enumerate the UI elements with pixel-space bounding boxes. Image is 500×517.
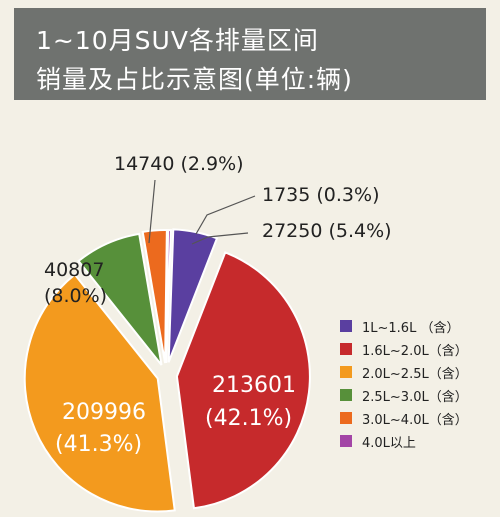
label-1.6L-2.0L-pct: (42.1%) <box>205 406 292 431</box>
label-4.0L-plus: 1735 (0.3%) <box>262 184 380 206</box>
label-2.5L-3.0L-value: 40807 <box>44 259 104 281</box>
slice-labels: 14740 (2.9%) 1735 (0.3%) 27250 (5.4%) 40… <box>44 153 392 457</box>
label-1L-1.6L: 27250 (5.4%) <box>262 220 392 242</box>
pie-slices <box>23 228 311 513</box>
slice-4.0L-plus <box>165 229 172 364</box>
legend-item: 3.0L~4.0L（含） <box>340 407 490 429</box>
legend-swatch <box>340 366 352 378</box>
legend-label: 4.0L以上 <box>362 435 416 451</box>
leader-lines <box>148 179 256 245</box>
legend-swatch <box>340 389 352 401</box>
leader-line-3.0L-4.0L <box>148 179 156 244</box>
slice-1L-1.6L <box>167 228 219 363</box>
legend-item: 1L~1.6L （含） <box>340 315 490 337</box>
legend-label: 2.0L~2.5L（含） <box>362 366 468 382</box>
legend-label: 3.0L~4.0L（含） <box>362 412 468 428</box>
label-2.0L-2.5L-value: 209996 <box>62 400 146 425</box>
legend-label: 1.6L~2.0L（含） <box>362 343 468 359</box>
legend-item: 2.0L~2.5L（含） <box>340 361 490 383</box>
legend-swatch <box>340 343 352 355</box>
slice-1.6L-2.0L <box>175 251 311 510</box>
slice-2.5L-3.0L <box>77 232 163 366</box>
label-3.0L-4.0L: 14740 (2.9%) <box>114 153 244 175</box>
legend-item: 4.0L以上 <box>340 430 490 452</box>
label-2.0L-2.5L-pct: (41.3%) <box>55 432 142 457</box>
legend-item: 1.6L~2.0L（含） <box>340 338 490 360</box>
legend-swatch <box>340 435 352 447</box>
legend-label: 2.5L~3.0L（含） <box>362 389 468 405</box>
slice-3.0L-4.0L <box>141 229 168 364</box>
legend-swatch <box>340 412 352 424</box>
chart-title-line-1: 1~10月SUV各排量区间 <box>36 26 319 55</box>
legend-swatch <box>340 320 352 332</box>
leader-line-4.0L-plus <box>195 195 256 235</box>
legend-label: 1L~1.6L （含） <box>362 320 460 336</box>
label-1.6L-2.0L-value: 213601 <box>212 373 296 398</box>
slice-2.0L-2.5L <box>23 273 176 513</box>
legend: 1L~1.6L （含） 1.6L~2.0L（含） 2.0L~2.5L（含） 2.… <box>340 315 490 453</box>
chart-title-line-2: 销量及占比示意图(单位:辆) <box>36 65 353 94</box>
label-2.5L-3.0L-pct: (8.0%) <box>44 285 107 307</box>
title-band: 1~10月SUV各排量区间 销量及占比示意图(单位:辆) <box>14 8 486 100</box>
leader-line-1L-1.6L <box>191 232 249 245</box>
legend-item: 2.5L~3.0L（含） <box>340 384 490 406</box>
